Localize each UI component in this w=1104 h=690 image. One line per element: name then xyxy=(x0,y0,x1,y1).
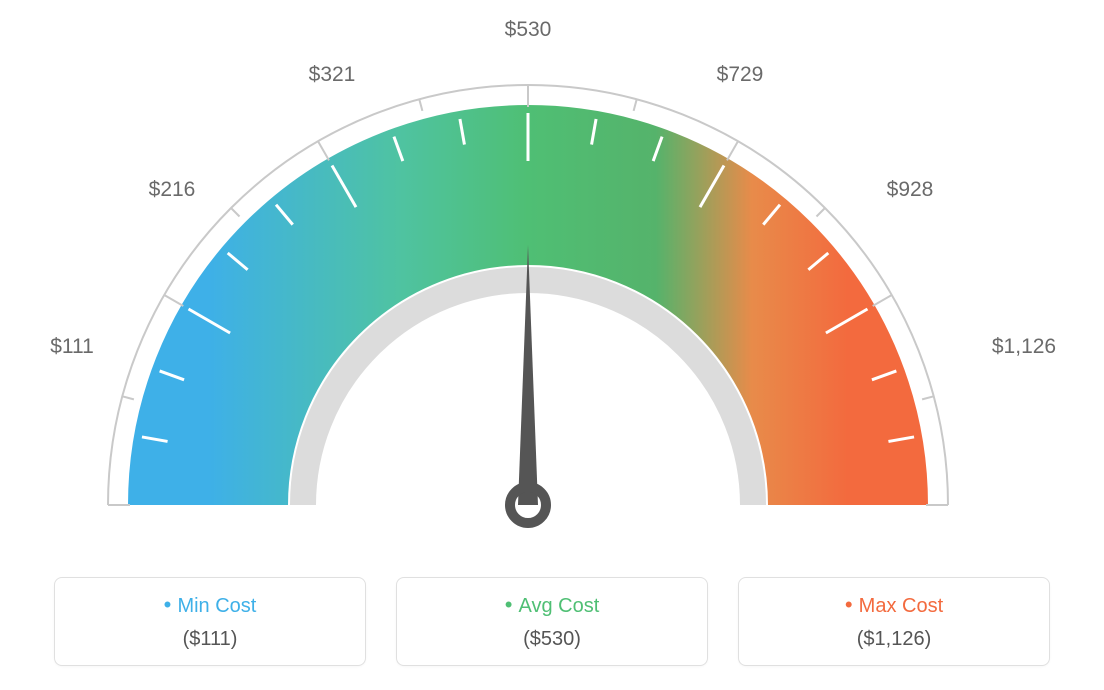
min-cost-value: ($111) xyxy=(55,628,365,651)
gauge-tick-label: $1,126 xyxy=(992,335,1056,359)
avg-cost-label-text: Avg Cost xyxy=(519,595,600,617)
gauge-tick-label: $928 xyxy=(887,178,934,202)
min-cost-label: Min Cost xyxy=(55,592,365,618)
avg-cost-value: ($530) xyxy=(397,628,707,651)
gauge-tick-label: $530 xyxy=(505,18,552,42)
max-cost-label: Max Cost xyxy=(739,592,1049,618)
gauge-tick-label: $111 xyxy=(50,335,94,359)
avg-cost-label: Avg Cost xyxy=(397,592,707,618)
cost-gauge-chart: $111 $216 $321 $530 $729 $928 $1,126 Min Cost … xyxy=(0,0,1104,690)
gauge-tick-label: $216 xyxy=(149,178,196,202)
min-cost-label-text: Min Cost xyxy=(177,595,256,617)
avg-cost-card: Avg Cost ($530) xyxy=(396,577,708,666)
gauge-tick-label: $321 xyxy=(309,63,356,87)
gauge-svg xyxy=(0,0,1104,560)
min-cost-card: Min Cost ($111) xyxy=(54,577,366,666)
max-cost-value: ($1,126) xyxy=(739,628,1049,651)
cost-summary-cards: Min Cost ($111) Avg Cost ($530) Max Cost… xyxy=(50,577,1054,666)
max-cost-label-text: Max Cost xyxy=(859,595,943,617)
gauge-tick-label: $729 xyxy=(717,63,764,87)
max-cost-card: Max Cost ($1,126) xyxy=(738,577,1050,666)
gauge-area: $111 $216 $321 $530 $729 $928 $1,126 xyxy=(0,0,1104,560)
